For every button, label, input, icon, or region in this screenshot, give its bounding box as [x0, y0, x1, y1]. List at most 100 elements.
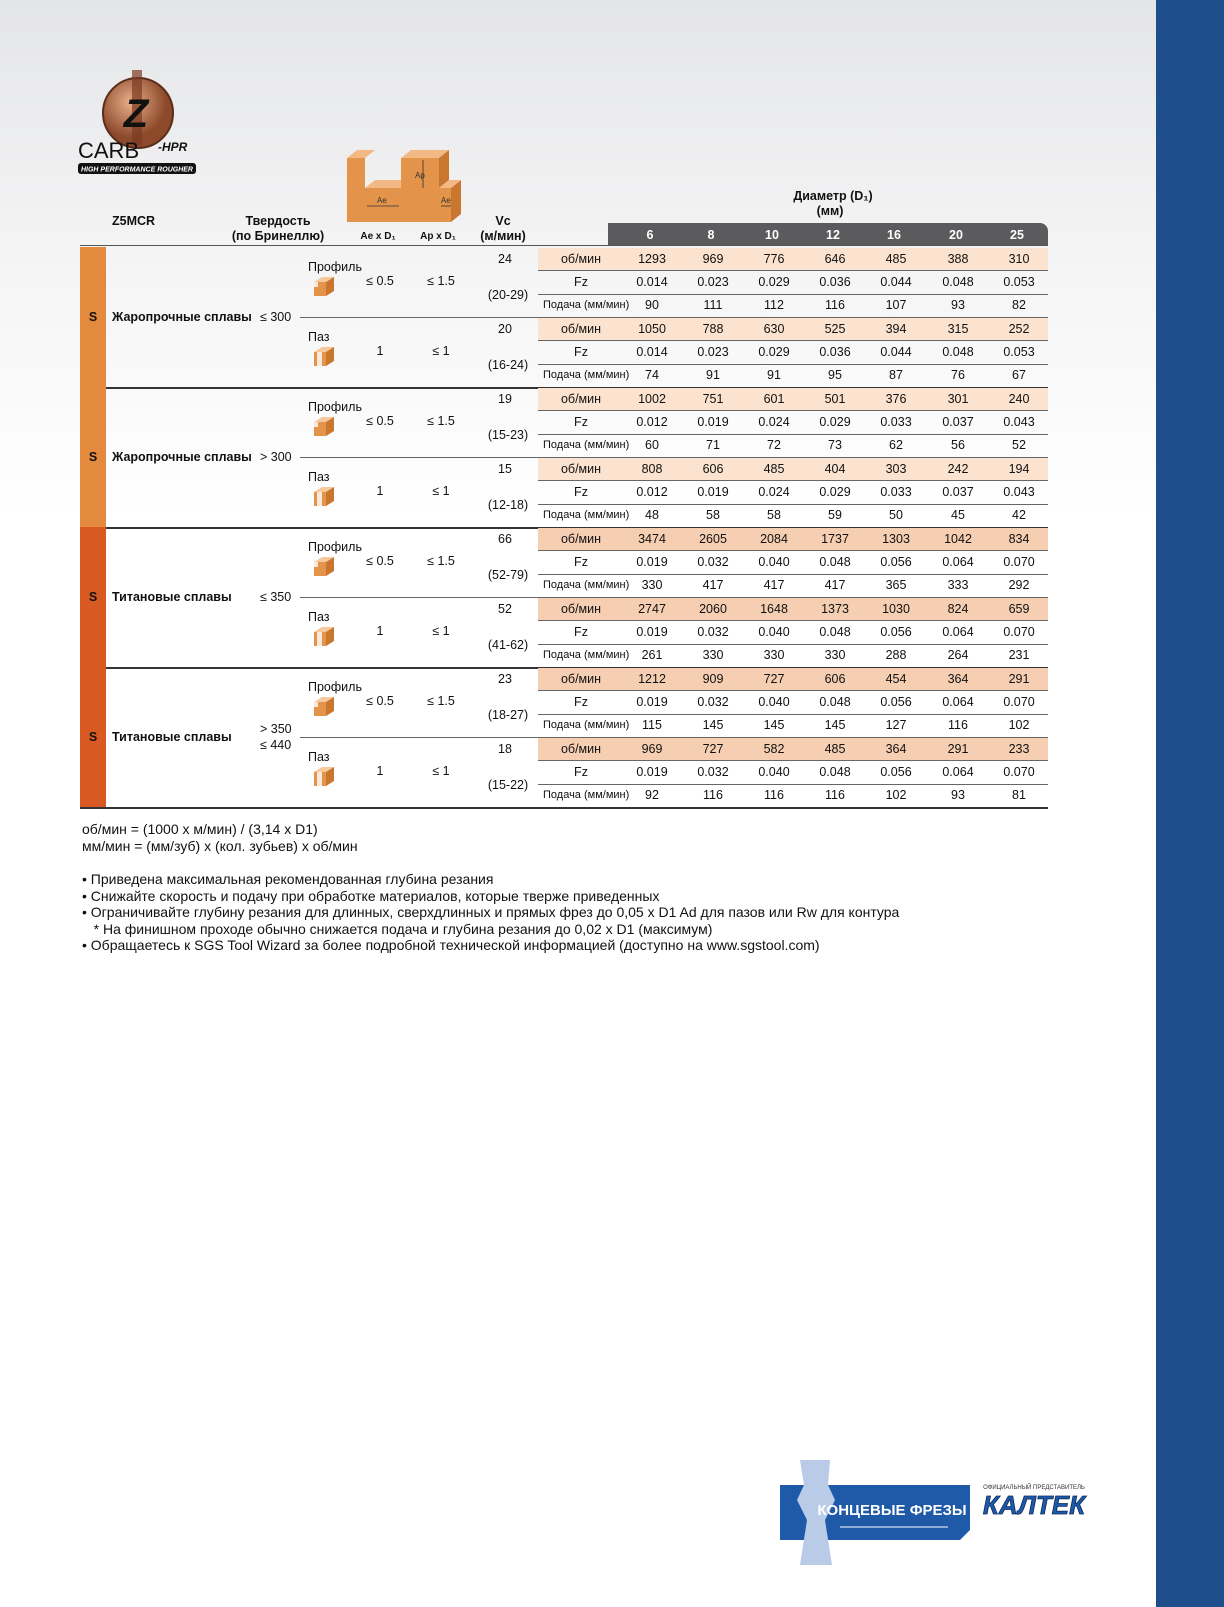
row-label: Подача (мм/мин)	[543, 719, 630, 732]
hardness: > 350	[260, 722, 292, 736]
cell-value: 0.036	[819, 345, 851, 359]
material-code: S	[88, 590, 98, 604]
vc-range: (16-24)	[487, 357, 529, 372]
cell-value: 417	[824, 578, 846, 593]
cell-value: 231	[1008, 648, 1030, 663]
cell-value: 0.019	[697, 415, 729, 429]
cell-value: 0.032	[697, 555, 729, 569]
cell-value: 112	[764, 298, 784, 313]
operation-icon	[314, 347, 334, 366]
cell-value: 0.029	[819, 485, 851, 499]
note: • Снижайте скорость и подачу при обработ…	[82, 887, 660, 904]
diameter: 8	[707, 227, 715, 242]
cell-value: 242	[947, 461, 969, 476]
cell-value: 91	[706, 368, 720, 383]
ap: ≤ 1	[432, 344, 450, 358]
cell-value: 240	[1008, 391, 1030, 406]
header-ae: Ae x D₁	[360, 231, 396, 242]
cell-value: 0.037	[942, 485, 974, 499]
cell-value: 0.048	[819, 625, 851, 639]
cell-value: 145	[702, 718, 724, 733]
cell-value: 0.014	[636, 345, 668, 359]
vc-range: (52-79)	[487, 567, 529, 582]
vc: 66	[498, 531, 512, 546]
row-line	[300, 737, 1048, 738]
cell-value: 0.048	[942, 275, 974, 289]
cell-value: 0.064	[942, 765, 974, 779]
cell-value: 0.036	[819, 275, 851, 289]
material-name: Титановые сплавы	[112, 590, 232, 604]
operation-icon	[314, 557, 334, 576]
row-label: Fz	[574, 555, 588, 569]
cell-value: 1002	[638, 391, 666, 406]
vc-range: (15-23)	[487, 427, 529, 442]
operation: Профиль	[308, 259, 362, 274]
row-label: Fz	[574, 625, 588, 639]
cell-value: 394	[885, 321, 907, 336]
row-line	[538, 293, 1048, 295]
ae: 1	[376, 484, 384, 498]
vc: 52	[498, 601, 512, 616]
cell-value: 291	[947, 741, 969, 756]
operation: Паз	[308, 329, 330, 344]
diameter: 16	[887, 227, 901, 242]
cell-value: 58	[767, 508, 781, 523]
cell-value: 1050	[638, 321, 666, 336]
cell-value: 58	[706, 508, 720, 523]
cell-value: 727	[763, 671, 785, 686]
cell-value: 52	[1012, 438, 1026, 453]
cell-value: 0.040	[758, 625, 790, 639]
operation: Профиль	[308, 679, 362, 694]
cell-value: 808	[641, 461, 663, 476]
row-label: Fz	[574, 695, 588, 709]
cell-value: 388	[947, 251, 969, 266]
cell-value: 303	[885, 461, 907, 476]
cell-value: 194	[1008, 461, 1030, 476]
cell-value: 330	[824, 648, 846, 663]
row-line	[538, 573, 1048, 575]
cell-value: 2060	[699, 601, 727, 616]
cell-value: 0.056	[880, 695, 912, 709]
cell-value: 969	[702, 251, 724, 266]
material-name: Титановые сплавы	[112, 730, 232, 744]
cell-value: 315	[947, 321, 969, 336]
cell-value: 0.070	[1003, 765, 1035, 779]
row-line	[80, 666, 1048, 669]
cell-value: 0.032	[697, 765, 729, 779]
cell-value: 0.019	[636, 625, 668, 639]
cell-value: 116	[825, 298, 845, 313]
logo-tag-bar	[78, 163, 196, 174]
cell-value: 417	[702, 578, 724, 593]
diagram-ae: Ae	[441, 196, 451, 205]
operation-icon	[314, 277, 334, 296]
operation-icon	[314, 697, 334, 716]
cell-value: 1042	[944, 531, 972, 546]
cell-value: 646	[824, 251, 846, 266]
cell-value: 333	[947, 578, 969, 593]
cell-value: 48	[645, 508, 659, 523]
material-name: Жаропрочные сплавы	[112, 310, 252, 324]
cell-value: 0.043	[1003, 485, 1035, 499]
cell-value: 0.053	[1003, 275, 1035, 289]
ae: ≤ 0.5	[366, 694, 394, 708]
operation: Паз	[308, 749, 330, 764]
cell-value: 0.012	[636, 485, 668, 499]
diameter: 25	[1010, 227, 1024, 242]
cell-value: 95	[828, 368, 842, 383]
cell-value: 81	[1012, 788, 1026, 803]
cell-value: 59	[828, 508, 842, 523]
ap: ≤ 1.5	[427, 274, 455, 288]
cell-value: 1737	[821, 531, 849, 546]
cell-value: 0.040	[758, 765, 790, 779]
cell-value: 1373	[821, 601, 849, 616]
cell-value: 67	[1012, 368, 1026, 383]
cell-value: 0.012	[636, 415, 668, 429]
cell-value: 0.056	[880, 625, 912, 639]
hardness: ≤ 440	[260, 738, 292, 752]
material-strip	[80, 527, 106, 667]
cell-value: 0.040	[758, 555, 790, 569]
header-ap: Ap x D₁	[420, 231, 456, 242]
cell-value: 0.056	[880, 555, 912, 569]
cell-value: 601	[763, 391, 785, 406]
header-vc: Vc	[495, 214, 511, 228]
